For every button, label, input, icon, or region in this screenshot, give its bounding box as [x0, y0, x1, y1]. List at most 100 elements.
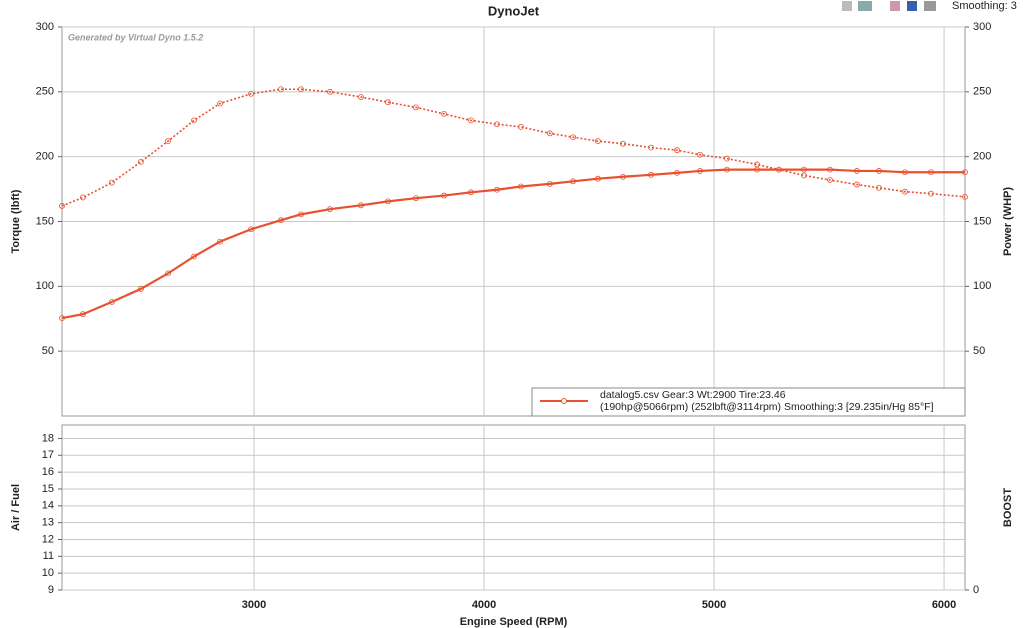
series-marker — [191, 253, 197, 260]
series-marker — [697, 151, 703, 158]
y2-tick-label: 100 — [973, 280, 991, 292]
series-marker — [59, 203, 65, 209]
series-marker — [648, 171, 654, 178]
series-marker — [191, 117, 197, 124]
series-marker — [962, 193, 968, 200]
series-marker — [801, 166, 807, 173]
series-marker — [59, 315, 65, 322]
y-tick-label: 14 — [42, 500, 54, 512]
y2-tick-label: 300 — [973, 21, 991, 33]
series-marker — [217, 100, 223, 107]
chart-title: DynoJet — [488, 3, 540, 18]
y-axis-label: Torque (lbft) — [10, 189, 22, 253]
legend-text: datalog5.csv Gear:3 Wt:2900 Tire:23.46 — [600, 389, 786, 401]
y-tick-label: 15 — [42, 483, 54, 495]
series-marker — [413, 104, 419, 111]
series-marker — [928, 190, 934, 197]
series-marker — [80, 311, 86, 318]
series-marker — [494, 186, 500, 193]
series-marker — [546, 180, 553, 187]
series-marker — [595, 175, 601, 182]
save-icon[interactable] — [907, 1, 917, 11]
y-tick-label: 200 — [36, 151, 54, 163]
series-marker — [570, 178, 576, 185]
zoom-icon[interactable] — [842, 1, 852, 11]
y-tick-label: 100 — [36, 280, 54, 292]
series-marker — [620, 173, 626, 180]
series-marker — [327, 206, 333, 213]
series-marker — [928, 169, 934, 176]
y2-tick-label: 250 — [973, 86, 991, 98]
series-marker — [468, 117, 474, 124]
x-tick-label: 6000 — [932, 599, 956, 611]
y-tick-label: 13 — [42, 517, 54, 529]
legend-swatch-marker — [561, 398, 567, 404]
series-marker — [827, 177, 833, 183]
y-tick-label: 10 — [42, 567, 54, 579]
series-marker — [248, 226, 254, 233]
series-marker — [570, 134, 576, 141]
y-tick-label: 16 — [42, 466, 54, 478]
series-marker — [902, 188, 908, 195]
series-marker — [385, 99, 391, 106]
series-marker — [494, 121, 500, 128]
series-marker — [853, 168, 860, 174]
series-marker — [413, 195, 419, 202]
series-marker — [441, 110, 447, 117]
y-tick-label: 17 — [42, 449, 54, 461]
print-icon[interactable] — [924, 1, 936, 11]
series-marker — [853, 181, 860, 188]
series-marker — [165, 270, 171, 277]
y-tick-label: 9 — [48, 584, 54, 596]
series-marker — [724, 155, 730, 162]
series-marker — [754, 166, 760, 173]
plot-area — [61, 424, 966, 591]
series-marker — [441, 192, 447, 199]
y-tick-label: 300 — [36, 21, 54, 33]
y2-tick-label: 200 — [973, 151, 991, 163]
series-marker — [80, 194, 86, 201]
series-marker — [298, 86, 304, 93]
series-marker — [358, 202, 364, 209]
y-tick-label: 50 — [42, 345, 54, 357]
y-tick-label: 11 — [43, 550, 54, 562]
x-tick-label: 4000 — [472, 599, 496, 611]
series-marker — [278, 217, 284, 224]
series-marker — [648, 144, 654, 151]
legend-text: (190hp@5066rpm) (252lbft@3114rpm) Smooth… — [600, 401, 934, 413]
y2-tick-label: 150 — [973, 215, 991, 227]
series-marker — [358, 94, 364, 100]
series-marker — [298, 211, 304, 218]
series-marker — [902, 169, 908, 176]
series-line — [61, 168, 965, 320]
series-marker — [674, 169, 680, 176]
filter-icon[interactable] — [858, 1, 872, 11]
series-marker — [517, 123, 524, 130]
series-marker — [674, 147, 680, 154]
y-tick-label: 18 — [42, 432, 54, 444]
series-marker — [278, 86, 284, 93]
series-marker — [109, 298, 115, 305]
series-marker — [137, 158, 144, 165]
smoothing-control[interactable]: Smoothing: 3 — [952, 0, 1017, 12]
y2-tick-label: 50 — [973, 345, 985, 357]
series-marker — [697, 168, 703, 174]
y-tick-label: 150 — [36, 215, 54, 227]
x-axis-label: Engine Speed (RPM) — [460, 616, 568, 628]
series-marker — [165, 138, 171, 145]
y2-axis-label: BOOST — [1002, 488, 1014, 527]
watermark: Generated by Virtual Dyno 1.5.2 — [68, 32, 203, 42]
toolbar: Smoothing: 3 — [842, 0, 1017, 12]
series-marker — [724, 166, 730, 173]
series-marker — [217, 238, 223, 245]
series-marker — [962, 169, 968, 176]
series-marker — [109, 179, 115, 186]
x-tick-label: 5000 — [702, 599, 726, 611]
series-marker — [517, 183, 524, 190]
copy-icon[interactable] — [890, 1, 900, 11]
y-tick-label: 12 — [42, 533, 54, 545]
y-axis-label: Air / Fuel — [10, 484, 22, 531]
series-marker — [776, 166, 782, 173]
series-marker — [595, 138, 601, 145]
